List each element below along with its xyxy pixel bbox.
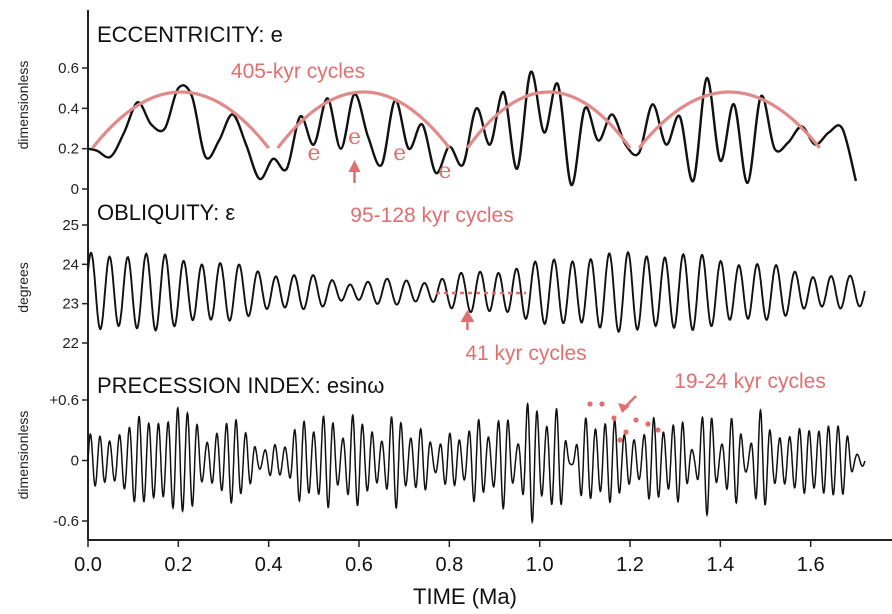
annotation-405kyr: 405-kyr cycles — [231, 60, 365, 83]
peak-dot — [633, 417, 639, 423]
peak-dot — [645, 421, 651, 427]
panel-title: PRECESSION INDEX: esinω — [97, 373, 384, 398]
y-tick-label: 25 — [62, 217, 79, 234]
y-tick-label: 0 — [71, 181, 79, 198]
x-tick-label: 1.4 — [706, 554, 734, 576]
y-axis-label: dimensionless — [15, 61, 31, 150]
e-cycle-mark: e — [307, 141, 320, 166]
y-tick-label: 22 — [62, 335, 79, 352]
cycle-arc — [637, 90, 821, 150]
e-cycle-mark: e — [348, 125, 361, 150]
cycle-arc — [91, 90, 270, 149]
peak-dot — [599, 401, 605, 407]
x-tick-label: 0.0 — [74, 554, 102, 576]
obliquity-series-line — [87, 250, 866, 333]
y-tick-label: 23 — [62, 296, 79, 313]
peak-dot — [623, 429, 629, 435]
arrow-head — [618, 403, 630, 413]
y-tick-label: 0.6 — [58, 60, 79, 77]
labels-layer: 0 0.2 0.4 0.6 dimensionless ECCENTRICITY: e 22… — [15, 22, 826, 609]
annotation-95-128kyr: 95-128 kyr cycles — [350, 204, 513, 227]
panel-title: ECCENTRICITY: e — [97, 22, 283, 47]
cycle-arc — [466, 90, 632, 149]
peak-dot — [617, 437, 623, 443]
y-tick-label: 0.2 — [58, 141, 79, 158]
peak-dot — [587, 401, 593, 407]
x-axis-label: TIME (Ma) — [413, 584, 517, 609]
y-tick-label: 24 — [62, 256, 79, 273]
y-axis-label: dimensionless — [15, 411, 31, 500]
precession-series-line — [87, 402, 866, 525]
curves-layer — [87, 70, 866, 525]
x-tick-label: 0.6 — [345, 554, 373, 576]
peak-dot — [655, 427, 661, 433]
x-tick-label: 0.2 — [164, 554, 192, 576]
eccentricity-series-line — [87, 70, 858, 187]
y-tick-label: 0.4 — [58, 100, 79, 117]
annotation-19-24kyr: 19-24 kyr cycles — [674, 370, 826, 393]
cycle-arc — [276, 90, 451, 149]
peak-dot — [611, 415, 617, 421]
x-tick-label: 1.6 — [797, 554, 825, 576]
x-tick-label: 0.8 — [435, 554, 463, 576]
panel-title: OBLIQUITY: ε — [97, 200, 235, 225]
x-tick-label: 0.4 — [255, 554, 283, 576]
y-tick-label: 0 — [71, 453, 79, 470]
x-tick-label: 1.2 — [616, 554, 644, 576]
arrow-head — [460, 310, 475, 322]
y-tick-label: -0.6 — [53, 513, 79, 530]
annotation-41kyr: 41 kyr cycles — [465, 342, 586, 365]
x-tick-label: 1.0 — [526, 554, 554, 576]
e-cycle-mark: e — [438, 159, 451, 184]
e-cycle-mark: e — [393, 141, 406, 166]
y-axis-label: degrees — [15, 262, 31, 313]
arrow-head — [348, 160, 361, 172]
y-tick-label: +0.6 — [49, 392, 79, 409]
